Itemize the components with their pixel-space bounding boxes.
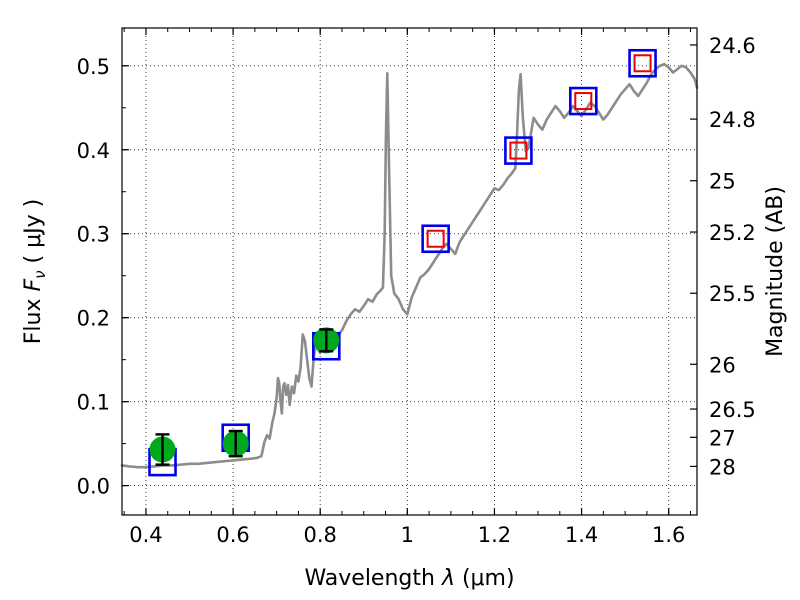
model-square-marker-5 [569, 86, 598, 116]
synthetic-square-marker-3 [633, 54, 652, 73]
xtick-label-4: 1.2 [478, 523, 511, 547]
ytick-label-1: 0.1 [77, 391, 110, 415]
xtick-label-2: 0.8 [303, 523, 336, 547]
model-square-marker-4 [504, 136, 533, 165]
ytick-label-0: 0.0 [77, 475, 110, 499]
synthetic-square-marker-1 [509, 141, 528, 160]
axis-tick-labels: 0.4 0.6 0.8 1 1.2 1.4 1.6 0.0 0.1 0.2 0.3 0.4 0.5 24.… [77, 34, 756, 547]
ytick-label-4: 0.4 [77, 139, 110, 163]
ytick-label-3: 0.3 [77, 223, 110, 247]
y-axis-title: Flux Fν ( μJy ) [21, 199, 49, 344]
x-axis-title: Wavelength λ (μm) [304, 566, 514, 591]
y2tick-label-0: 24.6 [709, 34, 756, 58]
ytick-label-5: 0.5 [77, 55, 110, 79]
y2tick-label-5: 26 [709, 353, 736, 377]
y2tick-label-2: 25 [709, 170, 736, 194]
y2-axis-title: Magnitude (AB) [763, 186, 788, 357]
y2tick-label-8: 28 [709, 455, 736, 479]
synthetic-square-marker-2 [574, 92, 593, 111]
model-square-marker-3 [421, 224, 450, 254]
xtick-label-5: 1.4 [565, 523, 598, 547]
synthetic-square-marker-0 [426, 229, 445, 248]
axis-ticks [122, 28, 697, 515]
model-square-marker-6 [628, 48, 657, 78]
photometry-markers [148, 48, 657, 477]
ytick-label-2: 0.2 [77, 307, 110, 331]
y2tick-label-4: 25.5 [709, 282, 756, 306]
axis-titles: Wavelength λ (μm) Flux Fν ( μJy ) Magnitud… [21, 186, 788, 591]
y2tick-label-6: 26.5 [709, 398, 756, 422]
xtick-label-0: 0.4 [129, 523, 162, 547]
y2tick-label-1: 24.8 [709, 108, 756, 132]
y2tick-label-7: 27 [709, 426, 736, 450]
axes-frame [121, 27, 698, 516]
xtick-label-3: 1 [401, 523, 414, 547]
xtick-label-1: 0.6 [216, 523, 249, 547]
y2tick-label-3: 25.2 [709, 221, 756, 245]
xtick-label-6: 1.6 [652, 523, 685, 547]
